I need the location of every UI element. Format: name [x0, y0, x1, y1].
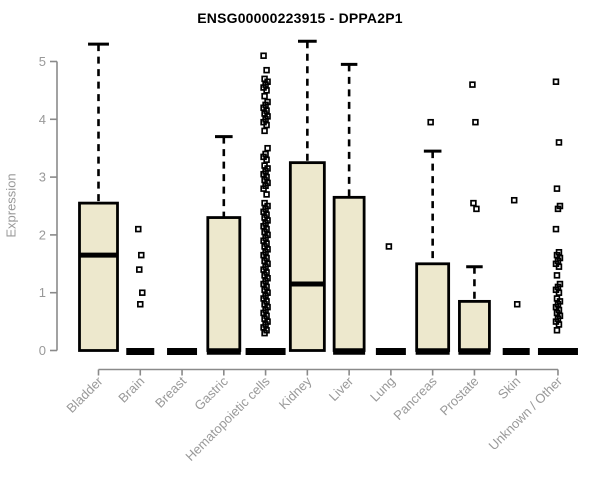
y-tick-label: 5 [39, 54, 46, 69]
outlier-point [427, 118, 434, 126]
x-tick-label: Lung [367, 374, 398, 405]
box [415, 262, 451, 352]
outlier-point [139, 289, 146, 296]
outlier-point [554, 205, 562, 213]
boxplot-brain [126, 225, 155, 355]
boxplot-pancreas [415, 118, 451, 355]
outlier-point [473, 205, 480, 213]
x-tick-label: Bladder [63, 373, 106, 416]
y-tick-label: 3 [39, 170, 46, 185]
boxplot-lung [375, 243, 406, 355]
x-tick-label: Brain [115, 374, 147, 406]
boxplot-gastric [206, 135, 242, 355]
x-tick-label: Pancreas [390, 373, 440, 423]
outlier-point [470, 199, 477, 207]
outlier-point [136, 266, 143, 273]
box [78, 201, 119, 352]
x-tick-label: Prostate [437, 374, 482, 419]
outlier-point [555, 263, 563, 270]
box [206, 216, 242, 352]
outlier-point [553, 327, 561, 334]
x-tick-label: Gastric [191, 373, 231, 413]
boxplot-hematopoietic-cells [245, 52, 286, 355]
outlier-point [263, 66, 270, 74]
boxplot-liver [332, 62, 366, 355]
outlier-point [260, 185, 267, 192]
x-tick-label: Liver [326, 373, 357, 404]
outlier-point [553, 185, 561, 192]
chart-title: ENSG00000223915 - DPPA2P1 [197, 10, 403, 26]
outlier-point [260, 52, 267, 59]
x-tick-label: Skin [495, 374, 523, 402]
outlier-point [137, 301, 144, 308]
outlier-point [261, 127, 268, 135]
outlier-point [555, 321, 563, 328]
x-tick-label: Unknown / Other [486, 373, 566, 453]
outlier-point [261, 92, 268, 100]
y-tick-label: 1 [39, 285, 46, 300]
box [458, 299, 491, 352]
box [288, 161, 326, 352]
outlier-point [263, 191, 270, 198]
outlier-point [263, 156, 270, 164]
outlier-point [472, 118, 479, 126]
outlier-point [264, 144, 271, 152]
boxplot-unknown-other [537, 78, 578, 355]
outlier-point [385, 243, 393, 250]
outlier-point [555, 139, 563, 146]
boxplot-bladder [78, 42, 119, 352]
box [332, 195, 366, 352]
outlier-point [555, 289, 563, 296]
boxplot-skin [502, 196, 530, 355]
boxplot-prostate [458, 81, 491, 355]
outlier-point [469, 81, 476, 88]
x-tick-label: Kidney [276, 373, 315, 412]
outlier-point [261, 329, 268, 337]
y-tick-label: 2 [39, 227, 46, 242]
outlier-point [553, 272, 561, 279]
outlier-point [552, 78, 560, 85]
outlier-point [138, 251, 145, 259]
boxplot-kidney [288, 39, 326, 352]
x-tick-label: Breast [152, 373, 189, 410]
outlier-point [510, 196, 518, 204]
y-axis: 0 1 2 3 4 5 [39, 54, 58, 358]
y-tick-label: 0 [39, 343, 46, 358]
outlier-point [263, 87, 270, 94]
outlier-point [552, 225, 560, 233]
y-tick-label: 4 [39, 112, 46, 127]
outlier-point [513, 301, 521, 308]
outlier-point [135, 225, 142, 233]
outlier-point [263, 121, 270, 129]
